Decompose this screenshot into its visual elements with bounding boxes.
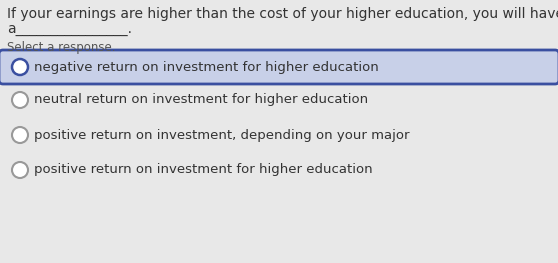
Circle shape — [12, 127, 28, 143]
Text: a________________.: a________________. — [7, 22, 132, 36]
Text: positive return on investment for higher education: positive return on investment for higher… — [34, 164, 373, 176]
Circle shape — [12, 59, 28, 75]
Text: negative return on investment for higher education: negative return on investment for higher… — [34, 60, 379, 73]
Circle shape — [12, 162, 28, 178]
Circle shape — [12, 92, 28, 108]
Text: neutral return on investment for higher education: neutral return on investment for higher … — [34, 94, 368, 107]
FancyBboxPatch shape — [0, 50, 558, 84]
Text: Select a response.: Select a response. — [7, 41, 116, 54]
Text: positive return on investment, depending on your major: positive return on investment, depending… — [34, 129, 410, 141]
Text: If your earnings are higher than the cost of your higher education, you will hav: If your earnings are higher than the cos… — [7, 7, 558, 21]
